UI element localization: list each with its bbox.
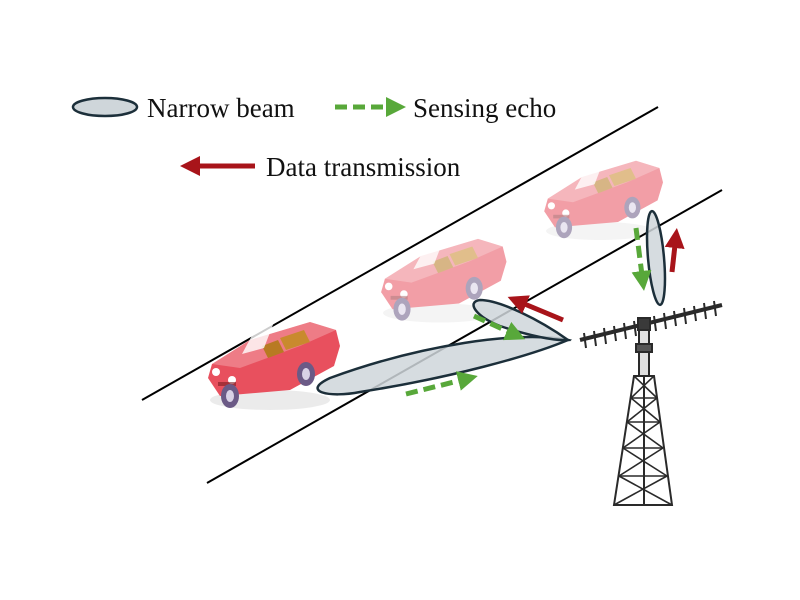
beams	[316, 209, 667, 396]
data-transmission-legend-label: Data transmission	[266, 152, 461, 182]
antenna-tower-icon	[579, 300, 723, 506]
convertible-car-icon	[208, 322, 340, 410]
sensing-echo-arrows	[405, 227, 652, 397]
narrow-beam-legend-icon	[71, 96, 139, 118]
sensing-echo-legend-label: Sensing echo	[413, 93, 556, 123]
data-transmission-middle	[507, 295, 564, 323]
narrow-beam-near	[316, 335, 573, 396]
sensing-echo-near	[405, 371, 478, 397]
data-transmission-arrows	[507, 228, 685, 323]
narrow-beam-far	[645, 209, 667, 307]
legend: Narrow beam Sensing echo Data transmissi…	[71, 93, 556, 182]
narrow-beam-legend-label: Narrow beam	[147, 93, 295, 123]
convertible-car-icon	[544, 160, 663, 240]
road-edge-upper	[141, 106, 659, 401]
data-transmission-far	[664, 228, 685, 273]
sensing-echo-middle	[472, 313, 526, 341]
sensing-echo-far	[631, 227, 652, 291]
vehicle-near	[208, 322, 340, 410]
vehicle-far	[544, 160, 663, 240]
narrow-beam-middle	[472, 298, 572, 342]
